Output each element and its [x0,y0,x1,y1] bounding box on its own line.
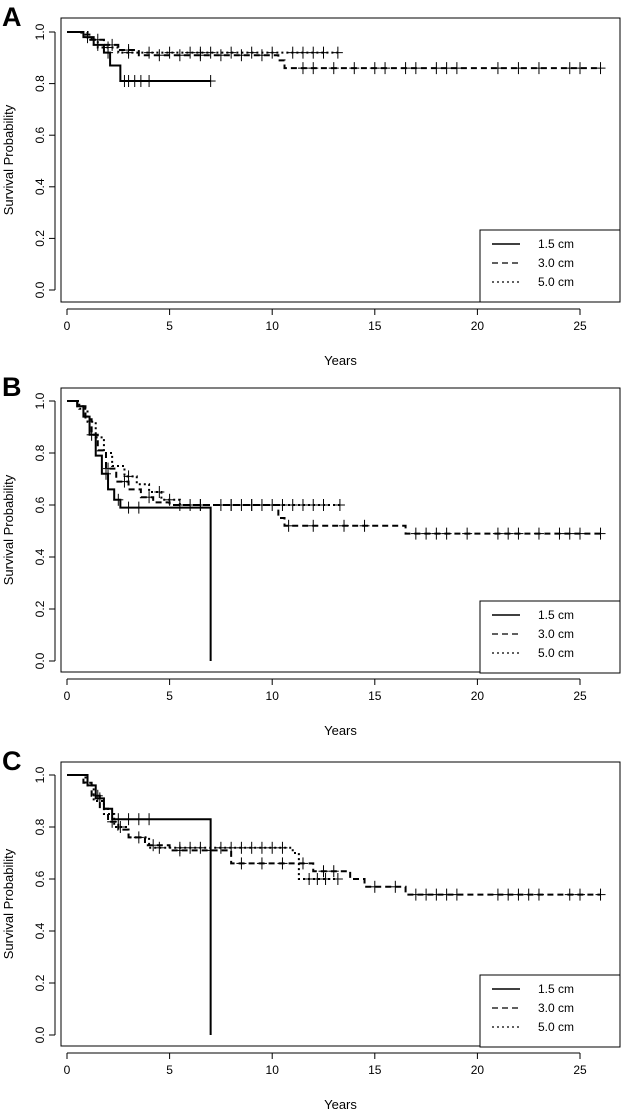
x-tick-label: 0 [64,1063,71,1077]
legend-box [479,974,621,1048]
x-tick-label: 15 [368,319,382,333]
legend-label: 1.5 cm [538,237,574,251]
series-line-solid [67,31,211,83]
legend-label: 5.0 cm [538,1020,574,1034]
y-tick-label: 0.0 [33,1026,47,1043]
legend-label: 1.5 cm [538,982,574,996]
series-line-dotted [67,774,338,880]
x-tick-label: 5 [166,319,173,333]
legend-label: 3.0 cm [538,1001,574,1015]
y-tick-label: 0.0 [33,281,47,298]
y-tick-label: 0.6 [33,870,47,887]
panel-a: A 0 5 10 15 20 25 Years 0.0 0.2 0.4 0.6 0.8 1.0 Surviv… [1,2,621,368]
x-tick-label: 25 [573,1063,587,1077]
x-axis-label: Years [324,723,357,738]
legend-box [479,600,621,674]
y-tick-label: 0.2 [33,974,47,991]
x-tick-label: 0 [64,689,71,703]
y-axis-label: Survival Probability [1,474,16,585]
series-line-dotted [67,400,340,506]
legend-label: 5.0 cm [538,646,574,660]
y-tick-label: 0.4 [33,548,47,565]
legend-label: 5.0 cm [538,275,574,289]
y-tick-label: 0.8 [33,818,47,835]
legend-label: 3.0 cm [538,256,574,270]
x-axis-label: Years [324,1097,357,1112]
legend-box [479,229,621,303]
panel-label: B [2,372,22,402]
y-tick-label: 1.0 [33,766,47,783]
plot-frame [60,761,621,1047]
x-tick-label: 20 [471,319,485,333]
panel-c: C 0 5 10 15 20 25 Years 0.0 0.2 0.4 0.6 0.8 1.0 Surviv… [1,746,621,1112]
x-tick-label: 15 [368,689,382,703]
panel-label: A [2,2,22,32]
x-tick-label: 25 [573,319,587,333]
y-tick-label: 0.2 [33,230,47,247]
x-tick-label: 15 [368,1063,382,1077]
panel-b: B 0 5 10 15 20 25 Years 0.0 0.2 0.4 0.6 0.8 1.0 Surviv… [1,372,621,738]
y-tick-label: 0.4 [33,178,47,195]
legend-label: 3.0 cm [538,627,574,641]
series-line-dashed [67,400,601,535]
y-tick-label: 0.8 [33,75,47,92]
x-tick-label: 0 [64,319,71,333]
x-tick-label: 10 [266,1063,280,1077]
x-tick-label: 5 [166,689,173,703]
series-line-dotted [67,31,338,54]
y-tick-label: 0.6 [33,496,47,513]
legend-label: 1.5 cm [538,608,574,622]
series-line-dashed [67,31,601,70]
series-line-solid [67,400,212,661]
x-tick-label: 25 [573,689,587,703]
y-tick-label: 0.8 [33,444,47,461]
y-axis-label: Survival Probability [1,104,16,215]
y-tick-label: 0.0 [33,652,47,669]
y-axis-label: Survival Probability [1,848,16,959]
x-tick-label: 5 [166,1063,173,1077]
x-tick-label: 10 [266,689,280,703]
y-tick-label: 0.6 [33,127,47,144]
x-tick-label: 20 [471,1063,485,1077]
plot-frame [60,387,621,673]
plot-frame [60,17,621,303]
x-tick-label: 20 [471,689,485,703]
y-tick-label: 0.2 [33,600,47,617]
y-tick-label: 1.0 [33,392,47,409]
y-tick-label: 1.0 [33,23,47,40]
x-axis-label: Years [324,353,357,368]
y-tick-label: 0.4 [33,922,47,939]
x-tick-label: 10 [266,319,280,333]
panel-label: C [2,746,22,776]
